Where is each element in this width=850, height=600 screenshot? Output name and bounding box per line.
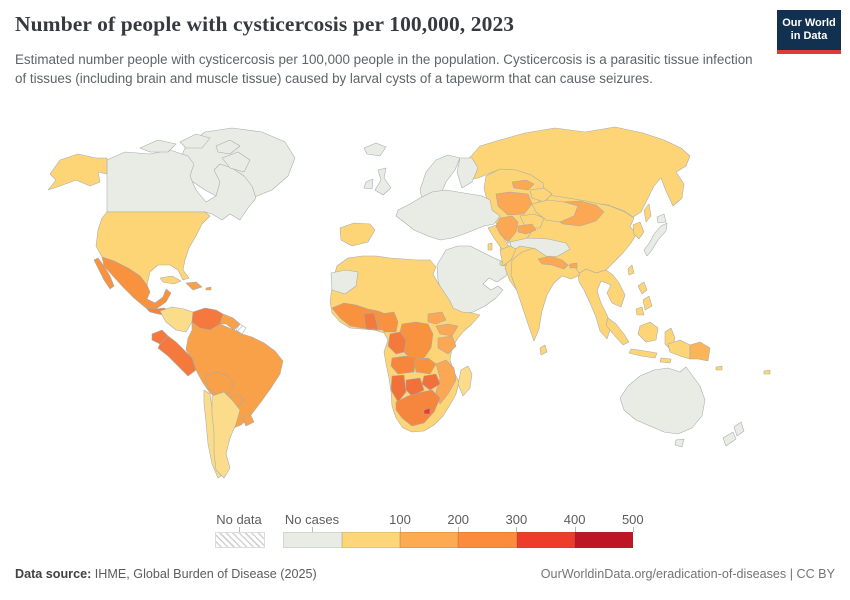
data-source-label: Data source: <box>15 567 92 581</box>
region-poland[interactable] <box>495 191 533 216</box>
legend-tick <box>400 527 401 532</box>
region-new-zealand[interactable] <box>722 421 745 447</box>
legend-bins <box>283 532 633 548</box>
region-tanzania[interactable] <box>437 335 457 355</box>
region-french-guiana[interactable] <box>235 323 247 335</box>
region-western-sahara[interactable] <box>330 269 359 295</box>
region-ukraine[interactable] <box>531 199 579 223</box>
region-papua-new-guinea[interactable] <box>689 341 711 362</box>
legend-bin[interactable] <box>516 532 575 548</box>
region-cameroon-gabon-congo[interactable] <box>387 331 407 355</box>
region-philippines[interactable] <box>635 281 653 316</box>
region-guyana-suriname[interactable] <box>219 313 241 331</box>
legend-tick-label: 300 <box>505 512 528 527</box>
region-sri-lanka[interactable] <box>539 344 548 356</box>
legend-bin[interactable] <box>574 532 633 548</box>
region-madagascar[interactable] <box>457 365 473 397</box>
region-bhutan[interactable] <box>569 262 578 269</box>
legend-bin[interactable] <box>342 532 401 548</box>
legend-no-data-label: No data <box>216 512 262 527</box>
region-uganda-kenya[interactable] <box>435 323 459 337</box>
region-colombia[interactable] <box>159 306 194 333</box>
chart-subtitle: Estimated number people with cysticercos… <box>15 52 753 87</box>
region-cuba[interactable] <box>159 275 182 285</box>
region-nigeria[interactable] <box>378 311 399 333</box>
data-source: Data source: IHME, Global Burden of Dise… <box>15 567 317 581</box>
region-bulgaria[interactable] <box>517 223 537 235</box>
region-baltics[interactable] <box>511 179 535 191</box>
legend-tick <box>458 527 460 532</box>
region-ghana-togo-benin[interactable] <box>363 312 379 330</box>
legend-tick-label: 500 <box>621 512 644 527</box>
region-hispaniola[interactable] <box>185 281 203 291</box>
region-southeast-asia[interactable] <box>577 268 626 340</box>
region-nepal[interactable] <box>537 255 569 270</box>
owid-logo-line2: in Data <box>790 30 828 42</box>
region-belarus[interactable] <box>529 187 553 203</box>
region-united-kingdom[interactable] <box>374 167 392 196</box>
legend-tick-label: 100 <box>389 512 411 527</box>
region-usa[interactable] <box>95 211 211 286</box>
owid-logo: Our World in Data <box>777 10 841 54</box>
region-peru[interactable] <box>157 335 197 377</box>
region-indonesia[interactable] <box>605 317 691 364</box>
region-bolivia[interactable] <box>204 371 235 395</box>
legend-tick <box>632 527 634 532</box>
legend-bin[interactable] <box>283 532 342 548</box>
region-greece[interactable] <box>499 245 517 267</box>
legend-tick <box>239 527 240 532</box>
region-balkans[interactable] <box>495 215 519 243</box>
legend-no-data-swatch[interactable] <box>215 532 265 548</box>
data-source-value: IHME, Global Burden of Disease (2025) <box>94 567 317 581</box>
region-alaska[interactable] <box>47 153 108 191</box>
chart-footer: Data source: IHME, Global Burden of Dise… <box>0 565 850 589</box>
attribution-link[interactable]: OurWorldinData.org/eradication-of-diseas… <box>540 567 835 581</box>
legend-tick-label: 400 <box>563 512 586 527</box>
region-argentina[interactable] <box>211 391 241 479</box>
region-iceland[interactable] <box>363 142 387 157</box>
region-lesotho[interactable] <box>423 407 431 415</box>
legend-bin[interactable] <box>400 532 459 548</box>
owid-logo-line1: Our World <box>782 16 836 29</box>
region-zambia[interactable] <box>413 357 437 375</box>
region-ireland[interactable] <box>363 178 374 190</box>
region-korea[interactable] <box>632 221 645 240</box>
region-japan[interactable] <box>643 213 668 257</box>
region-uruguay[interactable] <box>241 413 255 427</box>
region-south-sudan[interactable] <box>427 311 447 325</box>
world-map-svg[interactable] <box>0 118 850 513</box>
legend-no-cases-label: No cases <box>284 512 340 527</box>
legend-tick <box>574 527 576 532</box>
region-canada[interactable] <box>106 133 257 221</box>
legend-tick <box>312 527 313 532</box>
region-western-europe[interactable] <box>395 189 501 241</box>
region-angola[interactable] <box>390 355 417 375</box>
region-finland[interactable] <box>456 157 479 189</box>
region-pacific-islands[interactable] <box>715 365 771 375</box>
region-namibia[interactable] <box>390 374 407 403</box>
region-south-africa[interactable] <box>395 389 441 427</box>
region-brazil[interactable] <box>185 321 284 430</box>
legend-bin[interactable] <box>458 532 517 548</box>
legend-tick <box>516 527 518 532</box>
region-puerto-rico[interactable] <box>205 286 212 291</box>
region-iberia[interactable] <box>339 222 376 247</box>
map-legend: No data No cases 100 200 300 400 500 <box>215 512 655 550</box>
world-choropleth-map[interactable] <box>0 118 850 513</box>
region-zimbabwe[interactable] <box>421 373 441 391</box>
region-mexico[interactable] <box>93 256 172 310</box>
page-title: Number of people with cysticercosis per … <box>15 12 515 36</box>
legend-tick-label: 200 <box>447 512 470 527</box>
region-australia[interactable] <box>619 366 706 448</box>
region-taiwan[interactable] <box>627 264 635 276</box>
